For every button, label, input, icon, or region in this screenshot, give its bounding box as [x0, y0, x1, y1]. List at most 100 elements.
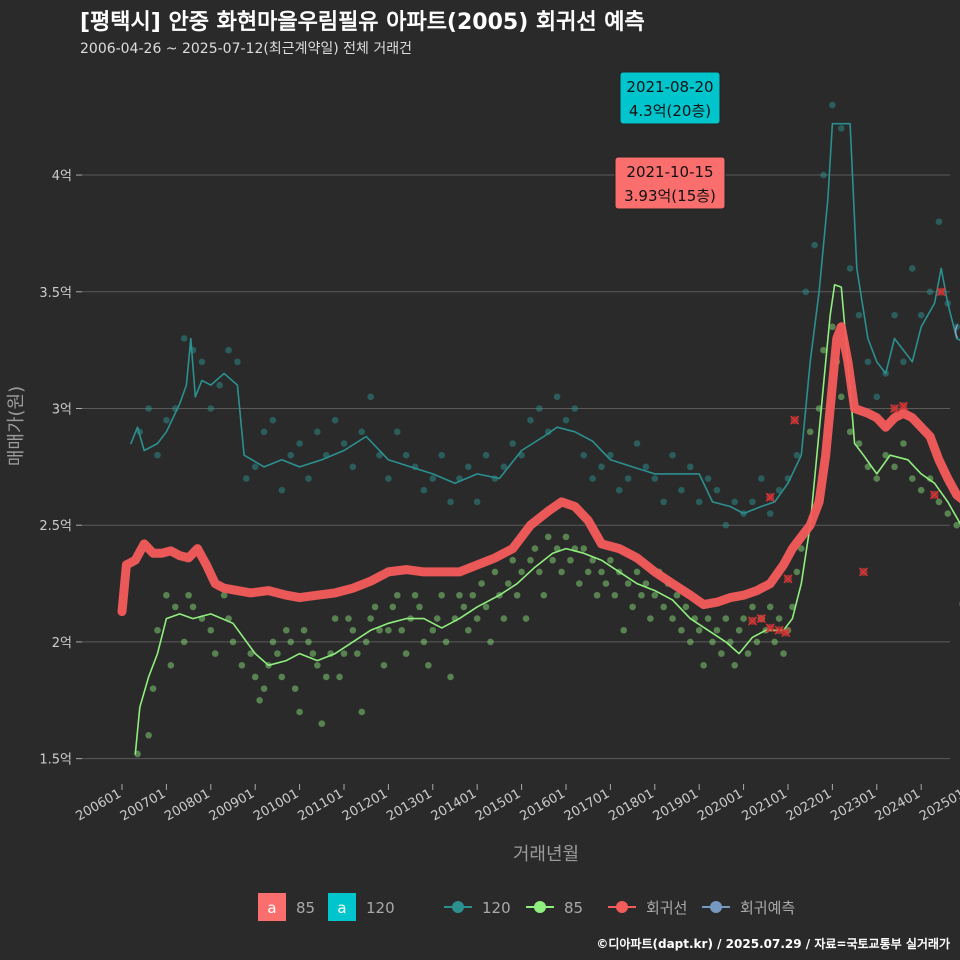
scatter-point-120 — [367, 393, 374, 401]
x-tick-label: 200601 — [74, 786, 124, 824]
scatter-point-85 — [651, 591, 659, 599]
scatter-point-85 — [465, 626, 472, 634]
regression-point-cross — [929, 490, 940, 500]
scatter-point-85 — [624, 580, 632, 587]
scatter-point-85 — [251, 673, 259, 681]
end-label-sub: (~85㎡) — [958, 595, 960, 613]
x-tick-label: 202001 — [695, 786, 745, 824]
scatter-point-85 — [642, 580, 650, 587]
scatter-point-120 — [473, 498, 481, 506]
scatter-point-85 — [491, 568, 499, 576]
legend-fill-swatch — [328, 893, 356, 921]
scatter-point-120 — [358, 428, 366, 436]
legend-line-marker — [616, 901, 628, 913]
scatter-point-85 — [589, 556, 596, 564]
regression-point-cross — [781, 628, 791, 638]
scatter-point-120 — [935, 218, 943, 226]
scatter-point-85 — [544, 533, 552, 541]
scatter-point-120 — [349, 463, 357, 471]
annotation-box — [614, 156, 726, 210]
scatter-point-85 — [256, 696, 263, 704]
scatter-point-85 — [687, 638, 694, 646]
regression-point-cross — [858, 567, 868, 577]
scatter-point-85 — [753, 638, 761, 646]
scatter-point-85 — [318, 720, 326, 727]
scatter-point-85 — [540, 591, 548, 599]
scatter-point-85 — [944, 510, 952, 517]
scatter-point-85 — [660, 603, 667, 611]
scatter-point-85 — [953, 521, 960, 529]
scatter-point-85 — [513, 591, 521, 599]
scatter-point-120 — [731, 498, 739, 506]
scatter-point-85 — [829, 323, 836, 331]
scatter-point-85 — [371, 603, 379, 611]
scatter-point-85 — [438, 591, 445, 599]
scatter-point-85 — [891, 463, 898, 471]
scatter-point-85 — [349, 626, 357, 634]
scatter-point-85 — [269, 638, 277, 646]
scatter-point-120 — [749, 498, 756, 506]
scatter-point-85 — [580, 545, 588, 552]
regression-point-cross — [774, 625, 784, 635]
series-line-120 — [130, 122, 960, 515]
scatter-point-120 — [438, 451, 445, 459]
scatter-point-85 — [567, 556, 574, 564]
scatter-point-85 — [695, 626, 703, 634]
chart-title: [평택시] 안중 화현마을우림필유 아파트(2005) 회귀선 예측 — [80, 10, 645, 35]
scatter-point-85 — [282, 626, 290, 634]
x-tick-label: 200901 — [207, 786, 257, 824]
scatter-point-85 — [602, 580, 610, 587]
y-axis-label: 매매가(원) — [6, 386, 27, 466]
scatter-point-120 — [651, 475, 659, 482]
chart-subtitle: 2006-04-26 ~ 2025-07-12(최근계약일) 전체 거래건 — [80, 41, 412, 57]
scatter-point-120 — [536, 405, 543, 412]
scatter-point-85 — [163, 591, 170, 599]
scatter-point-120 — [296, 440, 303, 447]
scatter-point-120 — [571, 405, 579, 412]
scatter-point-85 — [336, 673, 343, 681]
scatter-point-120 — [722, 521, 730, 529]
scatter-point-120 — [500, 463, 508, 471]
scatter-point-120 — [553, 393, 561, 401]
x-tick-label: 201301 — [384, 786, 434, 824]
scatter-point-120 — [669, 451, 676, 459]
legend-line-label: 회귀예측 — [740, 899, 795, 917]
scatter-point-85 — [789, 603, 796, 611]
scatter-point-85 — [389, 603, 397, 611]
scatter-point-85 — [909, 475, 916, 482]
scatter-point-85 — [398, 626, 406, 634]
credit-text: ©디아파트(dapt.kr) / 2025.07.29 / 자료=국토교통부 실… — [596, 937, 950, 951]
scatter-point-120 — [145, 405, 152, 412]
scatter-point-85 — [704, 615, 712, 622]
scatter-point-120 — [482, 451, 490, 459]
scatter-point-85 — [433, 615, 441, 622]
scatter-point-85 — [682, 603, 690, 611]
scatter-point-120 — [660, 498, 667, 506]
scatter-point-120 — [811, 241, 818, 249]
regression-point-cross — [898, 401, 908, 411]
scatter-point-120 — [678, 486, 685, 494]
scatter-point-85 — [837, 393, 845, 401]
series-line-85 — [134, 284, 960, 755]
scatter-point-85 — [145, 732, 152, 739]
series-line-regression — [117, 322, 960, 617]
scatter-point-85 — [314, 661, 321, 669]
regression-point-cross — [765, 492, 775, 502]
scatter-point-120 — [314, 428, 321, 436]
x-tick-label: 201901 — [651, 786, 701, 824]
scatter-point-85 — [305, 638, 312, 646]
scatter-point-85 — [189, 603, 197, 611]
scatter-point-85 — [673, 591, 681, 599]
scatter-point-85 — [460, 603, 468, 611]
scatter-point-120 — [873, 393, 881, 401]
scatter-point-85 — [775, 615, 783, 622]
scatter-point-85 — [260, 685, 268, 692]
scatter-point-120 — [163, 416, 170, 424]
scatter-point-85 — [935, 498, 943, 506]
scatter-point-85 — [855, 440, 863, 447]
scatter-point-120 — [633, 440, 641, 447]
scatter-point-120 — [180, 335, 188, 342]
scatter-point-85 — [149, 685, 157, 692]
x-axis-label: 거래년월 — [513, 844, 579, 865]
